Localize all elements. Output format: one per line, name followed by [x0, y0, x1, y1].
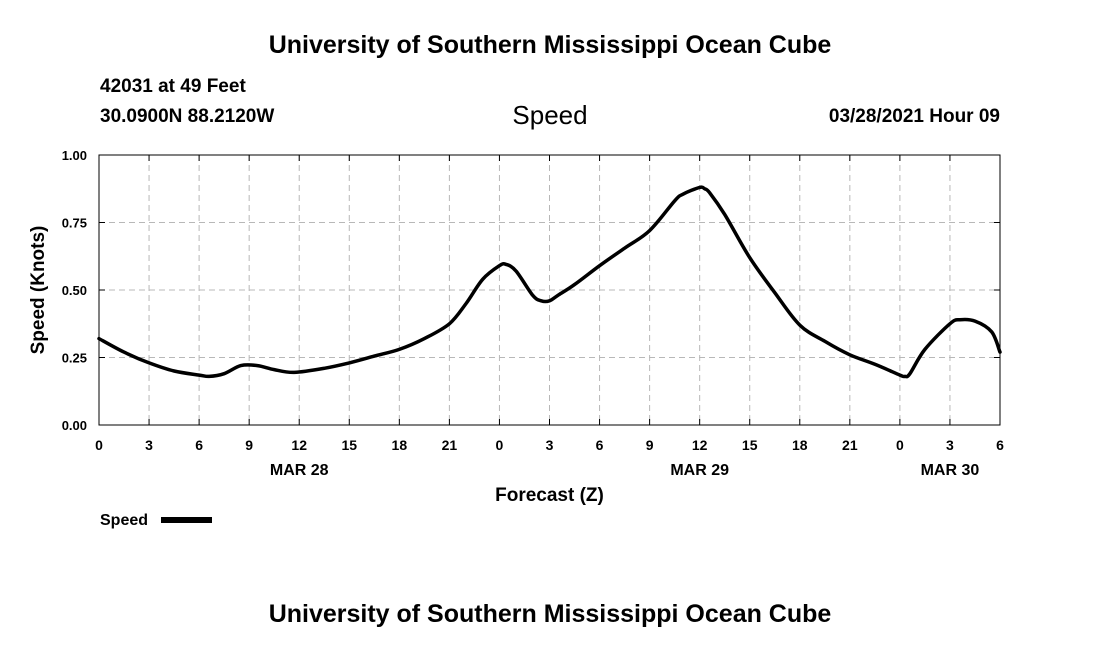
plot-frame	[98, 154, 1001, 426]
x-tick-label: 21	[442, 437, 458, 453]
x-tick-label: 6	[195, 437, 203, 453]
x-day-label: MAR 28	[270, 462, 329, 479]
series-line-speed	[97, 185, 1002, 379]
y-tick-label: 0.50	[62, 283, 87, 298]
x-tick-label: 9	[646, 437, 654, 453]
station-label: 42031 at 49 Feet	[100, 76, 246, 97]
y-tick-label: 1.00	[62, 148, 87, 163]
coordinates-label: 30.0900N 88.2120W	[100, 106, 275, 127]
chart-title: Speed	[512, 100, 588, 130]
x-tick-label: 6	[996, 437, 1004, 453]
x-tick-label: 3	[946, 437, 954, 453]
x-tick-label: 6	[596, 437, 604, 453]
x-tick-label: 9	[245, 437, 253, 453]
forecast-datetime: 03/28/2021 Hour 09	[828, 106, 1000, 127]
page-title-top: University of Southern Mississippi Ocean…	[268, 31, 832, 59]
x-axis-title: Forecast (Z)	[495, 485, 604, 506]
x-tick-label: 0	[896, 437, 904, 453]
x-tick-label: 18	[392, 437, 408, 453]
x-day-label: MAR 29	[670, 462, 729, 479]
x-tick-label: 15	[341, 437, 357, 453]
legend-label: Speed	[100, 512, 148, 529]
y-tick-label: 0.00	[62, 418, 87, 433]
x-tick-label: 12	[291, 437, 307, 453]
x-tick-label: 21	[842, 437, 858, 453]
y-tick-label: 0.25	[62, 351, 87, 366]
y-axis-title: Speed (Knots)	[28, 226, 49, 355]
page-title-bottom: University of Southern Mississippi Ocean…	[268, 600, 832, 628]
x-tick-label: 0	[95, 437, 103, 453]
x-tick-label: 3	[145, 437, 153, 453]
x-tick-label: 3	[546, 437, 554, 453]
x-tick-label: 0	[496, 437, 504, 453]
x-tick-label: 12	[692, 437, 708, 453]
x-day-label: MAR 30	[921, 462, 980, 479]
x-tick-label: 15	[742, 437, 758, 453]
y-tick-label: 0.75	[62, 216, 87, 231]
x-tick-label: 18	[792, 437, 808, 453]
